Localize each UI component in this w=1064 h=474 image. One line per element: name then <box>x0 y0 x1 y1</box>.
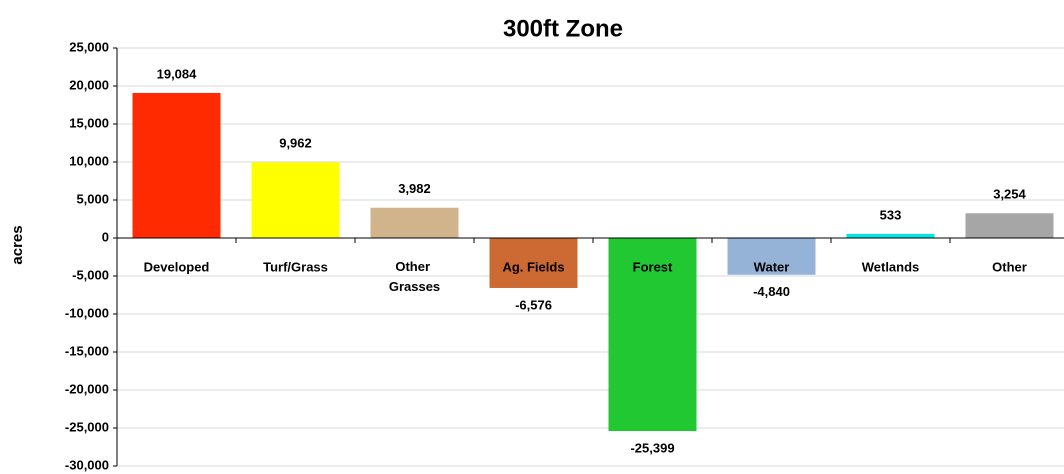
y-tick-label: 5,000 <box>76 191 109 206</box>
bar <box>132 92 221 238</box>
x-tick-label: Ag. Fields <box>502 259 564 274</box>
x-tick-label: Water <box>754 259 790 274</box>
x-tick-label: Wetlands <box>862 259 920 274</box>
y-tick-label: 15,000 <box>69 115 109 130</box>
data-label: 19,084 <box>157 66 198 81</box>
x-tick-label: Other Grasses <box>389 259 440 294</box>
x-tick-label: Developed <box>144 259 210 274</box>
bar <box>251 162 340 238</box>
bar <box>846 233 935 238</box>
x-tick-label: Other <box>992 259 1027 274</box>
data-label: 3,254 <box>993 187 1026 202</box>
bar <box>489 238 578 288</box>
y-tick-label: -10,000 <box>65 305 109 320</box>
y-tick-label: -30,000 <box>65 457 109 472</box>
data-label: -6,576 <box>515 297 552 312</box>
data-label: -25,399 <box>630 440 674 455</box>
bar <box>727 238 816 275</box>
y-tick-label: -25,000 <box>65 419 109 434</box>
bar <box>965 213 1054 238</box>
data-label: -4,840 <box>753 284 790 299</box>
x-tick-label-line: Grasses <box>389 279 440 294</box>
y-tick-label: -15,000 <box>65 343 109 358</box>
y-tick-label: -5,000 <box>72 267 109 282</box>
bar <box>370 207 459 238</box>
y-tick-label: 20,000 <box>69 77 109 92</box>
bar <box>608 238 697 432</box>
x-tick-label: Forest <box>633 259 673 274</box>
chart-title: 300ft Zone <box>503 15 623 42</box>
x-tick-label: Turf/Grass <box>263 259 328 274</box>
x-tick-label-line: Other <box>395 259 433 274</box>
y-tick-label: -20,000 <box>65 381 109 396</box>
y-tick-label: 0 <box>102 229 109 244</box>
y-axis-label: acres <box>9 225 26 264</box>
data-label: 3,982 <box>398 181 431 196</box>
data-label: 533 <box>880 207 902 222</box>
y-tick-label: 10,000 <box>69 153 109 168</box>
y-tick-label: 25,000 <box>69 39 109 54</box>
data-label: 9,962 <box>279 136 312 151</box>
